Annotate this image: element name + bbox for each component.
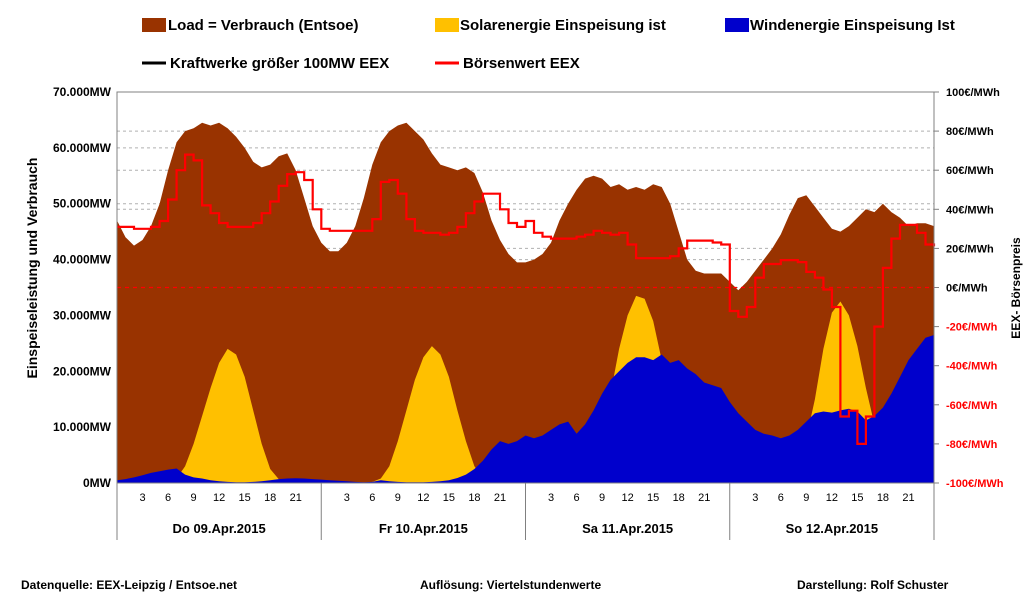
x-hour-label: 15 <box>239 492 251 504</box>
x-hour-label: 15 <box>851 492 863 504</box>
x-hour-label: 18 <box>673 492 685 504</box>
footer-resolution: Auflösung: Viertelstundenwerte <box>420 578 601 592</box>
x-hour-label: 6 <box>369 492 375 504</box>
x-hour-label: 21 <box>494 492 506 504</box>
plot-area <box>116 91 936 484</box>
x-hour-label: 3 <box>548 492 554 504</box>
x-hour-label: 3 <box>344 492 350 504</box>
y2-tick-label: -20€/MWh <box>946 322 998 334</box>
x-hour-label: 3 <box>139 492 145 504</box>
legend-label-boersenwert: Börsenwert EEX <box>463 55 580 72</box>
y-tick-label: 0MW <box>83 476 112 490</box>
legend: Load = Verbrauch (Entsoe) Solarenergie E… <box>142 17 955 72</box>
x-hour-label: 15 <box>647 492 659 504</box>
legend-swatch-wind <box>725 18 749 32</box>
y2-tick-label: -40€/MWh <box>946 361 998 373</box>
x-hour-label: 21 <box>902 492 914 504</box>
x-hour-label: 18 <box>468 492 480 504</box>
y2-tick-label: -80€/MWh <box>946 439 998 451</box>
line-boersenwert <box>117 153 936 445</box>
x-hour-label: 21 <box>290 492 302 504</box>
y2-tick-label: -60€/MWh <box>946 400 998 412</box>
x-hour-label: 18 <box>264 492 276 504</box>
x-hour-label: 9 <box>599 492 605 504</box>
y-tick-label: 30.000MW <box>53 308 112 322</box>
y-tick-label: 40.000MW <box>53 253 112 267</box>
y2-tick-label: -100€/MWh <box>946 478 1004 490</box>
x-hour-label: 3 <box>752 492 758 504</box>
x-hour-label: 12 <box>622 492 634 504</box>
y-tick-label: 50.000MW <box>53 197 112 211</box>
footer-source: Datenquelle: EEX-Leipzig / Entsoe.net <box>21 578 237 592</box>
x-axis: 3 6 9 12 15 18 21 Do 09.Apr.2015 3 6 9 12 15 18 21 Fr 1… <box>116 483 935 540</box>
x-hour-label: 6 <box>574 492 580 504</box>
y-axis-title: Einspeiseleistung und Verbrauch <box>24 158 40 379</box>
x-hour-label: 6 <box>165 492 171 504</box>
y2-tick-label: 20€/MWh <box>946 243 994 255</box>
y2-tick-label: 80€/MWh <box>946 126 994 138</box>
x-day-label: So 12.Apr.2015 <box>786 521 879 536</box>
x-hour-label: 9 <box>191 492 197 504</box>
x-day-label: Sa 11.Apr.2015 <box>582 521 673 536</box>
x-hour-label: 12 <box>826 492 838 504</box>
x-hour-label: 15 <box>443 492 455 504</box>
legend-swatch-solar <box>435 18 459 32</box>
y2-tick-label: 60€/MWh <box>946 165 994 177</box>
footer-author: Darstellung: Rolf Schuster <box>797 578 949 592</box>
legend-label-load: Load = Verbrauch (Entsoe) <box>168 17 358 34</box>
y-tick-label: 70.000MW <box>53 85 112 99</box>
x-hour-label: 6 <box>778 492 784 504</box>
x-hour-label: 12 <box>213 492 225 504</box>
y-axis-left: 0MW 10.000MW 20.000MW 30.000MW 40.000MW 50.00… <box>53 85 112 490</box>
area-wind <box>117 335 934 483</box>
x-hour-label: 9 <box>803 492 809 504</box>
x-day-label: Fr 10.Apr.2015 <box>379 521 468 536</box>
y2-tick-label: 0€/MWh <box>946 283 988 295</box>
y2-axis-title: EEX- Börsenpreis <box>1009 237 1023 339</box>
x-hour-label: 21 <box>698 492 710 504</box>
legend-label-wind: Windenergie Einspeisung Ist <box>750 17 955 34</box>
legend-label-kraftwerke: Kraftwerke größer 100MW EEX <box>170 55 389 72</box>
x-hour-label: 9 <box>395 492 401 504</box>
area-series <box>117 122 934 483</box>
legend-label-solar: Solarenergie Einspeisung ist <box>460 17 666 34</box>
y2-tick-label: 100€/MWh <box>946 87 1000 99</box>
x-hour-label: 12 <box>417 492 429 504</box>
x-hour-label: 18 <box>877 492 889 504</box>
y2-tick-label: 40€/MWh <box>946 204 994 216</box>
legend-swatch-load <box>142 18 166 32</box>
y-tick-label: 20.000MW <box>53 364 112 378</box>
price-series <box>117 153 936 445</box>
y-axis-right: 100€/MWh 80€/MWh 60€/MWh 40€/MWh 20€/MWh 0€/M… <box>934 87 1004 490</box>
area-load <box>117 122 934 483</box>
y-tick-label: 10.000MW <box>53 420 112 434</box>
y-tick-label: 60.000MW <box>53 141 112 155</box>
x-day-label: Do 09.Apr.2015 <box>173 521 266 536</box>
